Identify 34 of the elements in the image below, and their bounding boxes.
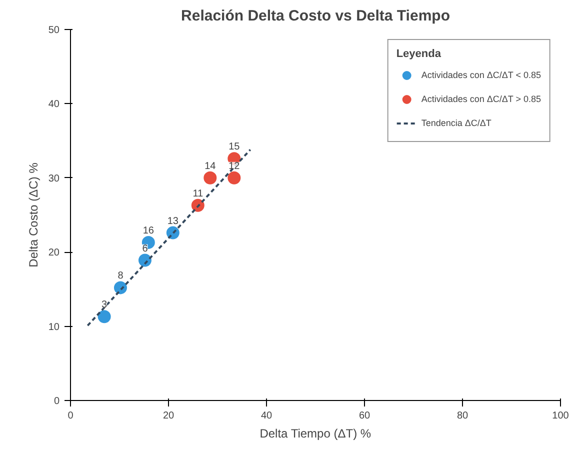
x-tick-label: 40 [260, 410, 272, 422]
annotation: 12 [228, 160, 240, 172]
annotation: 11 [192, 188, 204, 200]
y-tick-label: 30 [48, 173, 60, 184]
annotation: 3 [102, 300, 108, 311]
x-tick-label: 100 [552, 410, 570, 422]
x-tick-label: 0 [68, 410, 74, 422]
annotation: 13 [167, 216, 179, 227]
point [204, 171, 217, 184]
point [114, 281, 127, 294]
y-tick-label: 0 [54, 396, 60, 407]
point [228, 171, 241, 184]
y-tick-label: 50 [48, 25, 60, 36]
x-tick-label: 20 [162, 410, 174, 422]
y-axis-title: Delta Costo (ΔC) % [26, 162, 40, 268]
annotation: 16 [142, 225, 154, 236]
legend-title: Leyenda [396, 48, 442, 60]
legend-label: Actividades con ΔC/ΔT < 0.85 [421, 70, 541, 80]
point [98, 310, 111, 324]
annotation: 6 [142, 243, 148, 254]
chart-title: Relación Delta Costo vs Delta Tiempo [181, 8, 450, 24]
y-tick-label: 40 [48, 99, 60, 110]
point [191, 198, 204, 212]
annotation: 15 [228, 142, 240, 153]
legend-label: Actividades con ΔC/ΔT > 0.85 [421, 94, 541, 104]
x-tick-label: 60 [358, 410, 370, 422]
legend-label: Tendencia ΔC/ΔT [421, 118, 492, 128]
x-axis-title: Delta Tiempo (ΔT) % [260, 426, 372, 440]
annotation: 8 [118, 270, 124, 282]
x-tick-label: 80 [456, 410, 468, 422]
point [138, 254, 152, 267]
y-tick-label: 10 [48, 322, 60, 333]
y-tick-label: 20 [48, 248, 60, 259]
annotation: 14 [204, 160, 216, 172]
